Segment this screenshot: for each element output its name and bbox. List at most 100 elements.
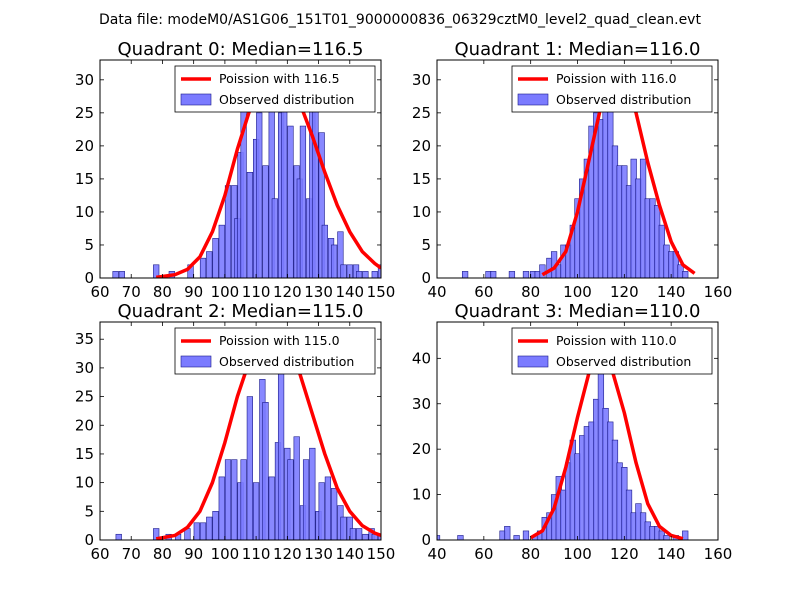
histogram-bar <box>309 447 316 540</box>
y-tick-label: 0 <box>84 531 94 549</box>
subplot-title: Quadrant 1: Median=116.0 <box>455 39 701 60</box>
y-tick-label: 25 <box>412 104 431 122</box>
x-tick-label: 120 <box>610 283 639 301</box>
x-tick-label: 140 <box>657 545 686 563</box>
figure-title: Data file: modeM0/AS1G06_151T01_90000008… <box>99 12 701 28</box>
histogram-bar <box>346 264 353 278</box>
histogram-bars <box>461 92 689 278</box>
legend: Poission with 110.0 Observed distribution <box>511 327 713 375</box>
histogram-bar <box>377 533 381 540</box>
histogram-bar <box>112 271 119 278</box>
histogram-bar <box>356 271 363 278</box>
histogram-bar <box>115 533 122 540</box>
x-tick-label: 60 <box>474 545 493 563</box>
y-tick-label: 30 <box>75 71 94 89</box>
subplot-quadrant-3: 40 60 80 100 120 140 160 0 10 20 30 40 Quadrant 3: M… <box>412 301 732 563</box>
y-tick-label: 15 <box>75 170 94 188</box>
histogram-bar <box>262 402 269 540</box>
legend: Poission with 116.5 Observed distribution <box>174 65 376 113</box>
y-tick-label: 10 <box>412 486 431 504</box>
y-tick-label: 0 <box>84 269 94 287</box>
histogram-bar <box>206 251 213 278</box>
histogram-bar <box>331 488 338 540</box>
histogram-bar <box>246 396 253 540</box>
histogram-bar <box>212 238 219 278</box>
histogram-bar <box>312 105 319 278</box>
legend-label-observed: Observed distribution <box>556 92 691 107</box>
x-tick-label: 100 <box>211 545 240 563</box>
x-tick-label: 120 <box>273 545 302 563</box>
histogram-bar <box>199 257 207 278</box>
histogram-bar <box>340 264 347 278</box>
histogram-bar <box>457 535 464 540</box>
histogram-bar <box>318 482 325 540</box>
subplot-title: Quadrant 2: Median=115.0 <box>118 301 364 322</box>
histogram-bar <box>539 264 546 278</box>
x-tick-label: 60 <box>474 283 493 301</box>
histogram-bar <box>490 271 497 278</box>
x-tick-label: 100 <box>211 283 240 301</box>
histogram-bar <box>256 112 263 278</box>
legend-label-poisson: Poission with 116.5 <box>219 71 340 86</box>
y-tick-label: 35 <box>75 330 94 348</box>
subplot-quadrant-0: 60 70 80 90 100 110 120 130 140 150 0 5 10 15 20 25 30 Qu… <box>75 39 395 301</box>
y-tick-label: 10 <box>75 203 94 221</box>
histogram-bars <box>115 338 381 540</box>
subplot-grid: 60 70 80 90 100 110 120 130 140 150051015202530Qu… <box>75 39 732 563</box>
histogram-bar <box>362 533 369 540</box>
x-tick-label: 120 <box>610 545 639 563</box>
axes-frame <box>99 59 382 279</box>
histogram-bar <box>663 535 670 540</box>
x-tick-label: 140 <box>657 283 686 301</box>
y-tick-label: 0 <box>421 269 431 287</box>
x-tick-label: 140 <box>335 545 364 563</box>
histogram-bar <box>218 476 225 540</box>
y-tick-label: 5 <box>84 502 94 520</box>
histogram-bar <box>349 528 357 540</box>
x-tick-label: 90 <box>184 545 203 563</box>
y-tick-label: 15 <box>412 170 431 188</box>
legend-bar-swatch <box>517 355 549 368</box>
histogram-bar <box>324 476 332 540</box>
histogram-bar <box>504 526 511 540</box>
histogram-bar <box>522 530 530 540</box>
legend: Poission with 116.0 Observed distribution <box>511 65 713 113</box>
legend-bar-swatch <box>180 355 212 368</box>
histogram-bar <box>287 459 294 540</box>
histogram-bar <box>331 244 338 278</box>
histogram-bar <box>371 271 378 278</box>
y-tick-label: 20 <box>75 137 94 155</box>
x-tick-label: 80 <box>153 283 172 301</box>
y-tick-label: 25 <box>75 104 94 122</box>
histogram-bar <box>508 271 516 278</box>
x-tick-label: 40 <box>427 545 446 563</box>
histogram-bar <box>224 185 232 278</box>
histogram-bar <box>293 436 300 540</box>
subplot-quadrant-2: 60 70 80 90 100 110 120 130 140 150 0 5 10 15 20 25 30 35… <box>75 301 395 563</box>
histogram-bar <box>246 172 253 278</box>
histogram-bar <box>218 224 225 278</box>
histogram-bar <box>522 271 530 278</box>
y-tick-label: 40 <box>412 349 431 367</box>
y-tick-label: 30 <box>412 71 431 89</box>
y-tick-label: 10 <box>75 474 94 492</box>
x-tick-label: 120 <box>273 283 302 301</box>
x-tick-label: 80 <box>521 283 540 301</box>
x-tick-label: 100 <box>563 283 592 301</box>
y-tick-label: 15 <box>75 445 94 463</box>
axes-frame <box>99 321 382 541</box>
histogram-bar <box>268 476 275 540</box>
histogram-bar <box>299 125 307 278</box>
histogram-bar <box>461 271 469 278</box>
histogram-bar <box>193 522 200 540</box>
histogram-bar <box>199 522 207 540</box>
subplot-title: Quadrant 0: Median=116.5 <box>118 39 364 60</box>
x-tick-label: 70 <box>122 545 141 563</box>
histogram-bar <box>287 125 294 278</box>
y-tick-label: 5 <box>421 236 431 254</box>
histogram-bar <box>318 132 325 278</box>
histogram-bar <box>153 264 160 278</box>
y-tick-label: 0 <box>421 531 431 549</box>
histogram-bar <box>262 165 269 278</box>
histogram-bar <box>513 535 520 540</box>
